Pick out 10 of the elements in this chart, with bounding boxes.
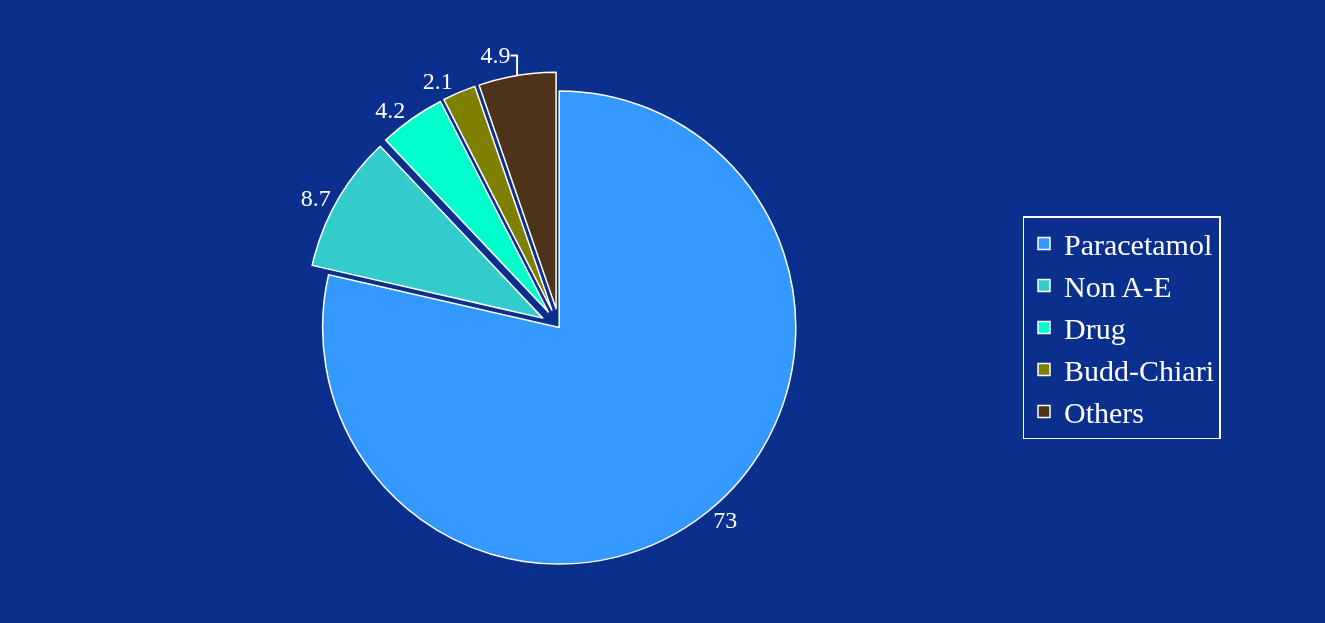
legend-label: Paracetamol	[1064, 228, 1213, 262]
data-label: 2.1	[422, 68, 453, 95]
data-label: 8.7	[300, 184, 331, 211]
legend-label: Others	[1064, 396, 1144, 430]
data-label: 4.2	[375, 97, 406, 124]
legend-label: Drug	[1064, 312, 1126, 346]
data-label: 73	[713, 507, 738, 534]
legend-label: Non A-E	[1064, 270, 1172, 304]
data-label: 4.9	[480, 42, 511, 69]
legend-label: Budd-Chiari	[1064, 354, 1214, 388]
